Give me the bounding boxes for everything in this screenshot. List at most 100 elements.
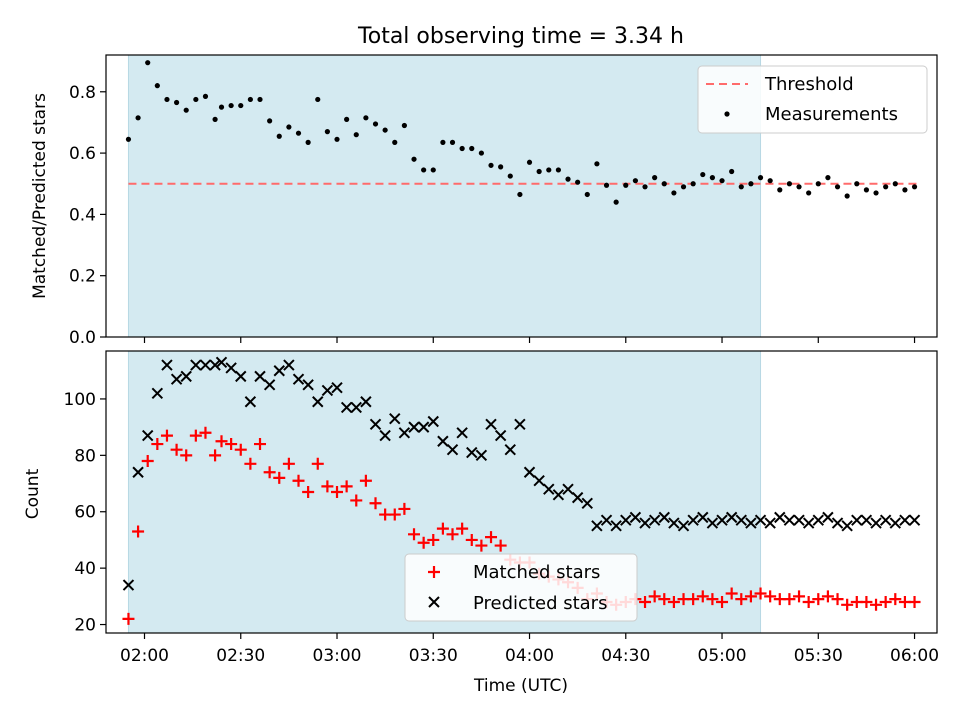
measurement-point: [372, 121, 379, 127]
matched-star-point: [889, 593, 902, 606]
predicted-star-point: [494, 429, 507, 442]
predicted-star-point: [446, 443, 459, 456]
top-y-tick-label: 0.6: [69, 144, 96, 164]
matched-star-point: [831, 593, 844, 606]
measurement-point: [526, 159, 533, 165]
measurement-point: [546, 167, 552, 173]
matched-star-point: [436, 522, 449, 535]
predicted-star-point: [802, 517, 815, 529]
matched-star-point: [841, 598, 854, 611]
predicted-star-point: [591, 520, 603, 532]
matched-star-point: [160, 429, 173, 442]
predicted-star-point: [562, 483, 574, 495]
measurement-point: [632, 178, 639, 184]
matched-star-point: [812, 593, 825, 606]
predicted-star-point: [263, 379, 276, 391]
predicted-star-point: [190, 359, 202, 371]
matched-star-point: [225, 438, 238, 451]
x-tick-label: 05:00: [698, 646, 747, 666]
predicted-legend-swatch: [428, 596, 440, 608]
measurement-point: [690, 181, 696, 187]
predicted-star-point: [629, 511, 642, 524]
measurement-point: [825, 175, 831, 181]
measurement-point: [729, 168, 735, 175]
bottom-plot-frame: [105, 350, 938, 634]
measurement-point: [507, 173, 513, 179]
predicted-star-point: [860, 514, 873, 526]
predicted-star-point: [437, 435, 449, 447]
measurements-legend-swatch: [724, 111, 730, 117]
predicted-star-point: [466, 446, 478, 459]
predicted-star-point: [533, 475, 545, 487]
predicted-star-point: [706, 517, 719, 529]
predicted-star-point: [639, 517, 651, 529]
predicted-star-point: [754, 514, 767, 526]
matched-star-point: [132, 525, 145, 538]
matched-star-point: [475, 539, 488, 552]
top-y-tick-label: 0.2: [69, 267, 96, 287]
measurement-point: [238, 102, 244, 109]
predicted-star-point: [620, 514, 632, 526]
bottom-y-tick-label: 40: [74, 559, 96, 579]
matched-star-point: [170, 443, 183, 456]
matched-star-point: [754, 587, 767, 600]
predicted-star-point: [161, 359, 173, 371]
measurement-point: [863, 187, 870, 193]
bottom-y-tick-label: 100: [64, 390, 96, 410]
measurement-point: [517, 191, 523, 198]
top-legend: Threshold Measurements: [697, 65, 928, 134]
measurement-point: [257, 96, 263, 103]
matched-star-point: [744, 590, 757, 603]
predicted-star-point: [398, 427, 411, 439]
x-tick-label: 02:00: [120, 646, 169, 666]
bottom-y-tick-label: 80: [74, 446, 96, 466]
measurement-point: [478, 150, 484, 156]
predicted-star-point: [822, 511, 834, 524]
measurement-point: [401, 122, 407, 129]
predicted-star-point: [180, 370, 192, 383]
measurement-point: [786, 181, 793, 187]
measurement-point: [873, 190, 879, 196]
matched-star-point: [398, 502, 411, 515]
predicted-star-point: [225, 362, 237, 374]
measurement-point: [555, 167, 561, 173]
matched-star-point: [273, 471, 286, 484]
matched-star-point: [427, 533, 440, 546]
predicted-star-point: [851, 514, 863, 526]
matched-star-point: [215, 435, 228, 448]
measurement-point: [353, 132, 359, 138]
bottom-y-tick-label: 20: [74, 616, 96, 636]
measurement-point: [892, 181, 898, 187]
predicted-star-point: [889, 517, 901, 529]
matched-star-point: [189, 429, 202, 442]
predicted-star-point: [745, 517, 757, 529]
measurement-point: [295, 130, 302, 136]
predicted-star-point: [389, 412, 401, 425]
predicted-star-point: [283, 359, 295, 371]
measurement-point: [488, 162, 494, 168]
matched-star-point: [282, 457, 295, 470]
predicted-star-point: [132, 466, 144, 478]
top-y-axis-label: Matched/Predicted stars: [30, 93, 50, 299]
measurement-point: [173, 99, 180, 106]
predicted-star-point: [427, 415, 439, 428]
matched-star-point: [860, 595, 873, 608]
measurement-point: [154, 83, 160, 89]
x-tick-label: 02:30: [216, 646, 265, 666]
matched-star-point: [764, 590, 777, 603]
measurement-point: [498, 164, 504, 170]
measurement-point: [276, 133, 282, 139]
measurement-point: [642, 184, 648, 190]
top-y-tick-label: 0.0: [69, 328, 96, 348]
predicted-star-point: [379, 429, 391, 442]
matched-star-point: [870, 598, 883, 611]
predicted-star-point: [523, 466, 536, 478]
matched-legend-swatch: [428, 566, 440, 578]
measurement-point: [286, 124, 292, 130]
measurement-point: [183, 107, 189, 113]
predicted-star-point: [879, 514, 892, 526]
predicted-star-point: [648, 514, 661, 526]
matched-star-point: [465, 533, 478, 546]
matched-star-point: [141, 454, 154, 467]
matched-star-point: [687, 593, 700, 606]
